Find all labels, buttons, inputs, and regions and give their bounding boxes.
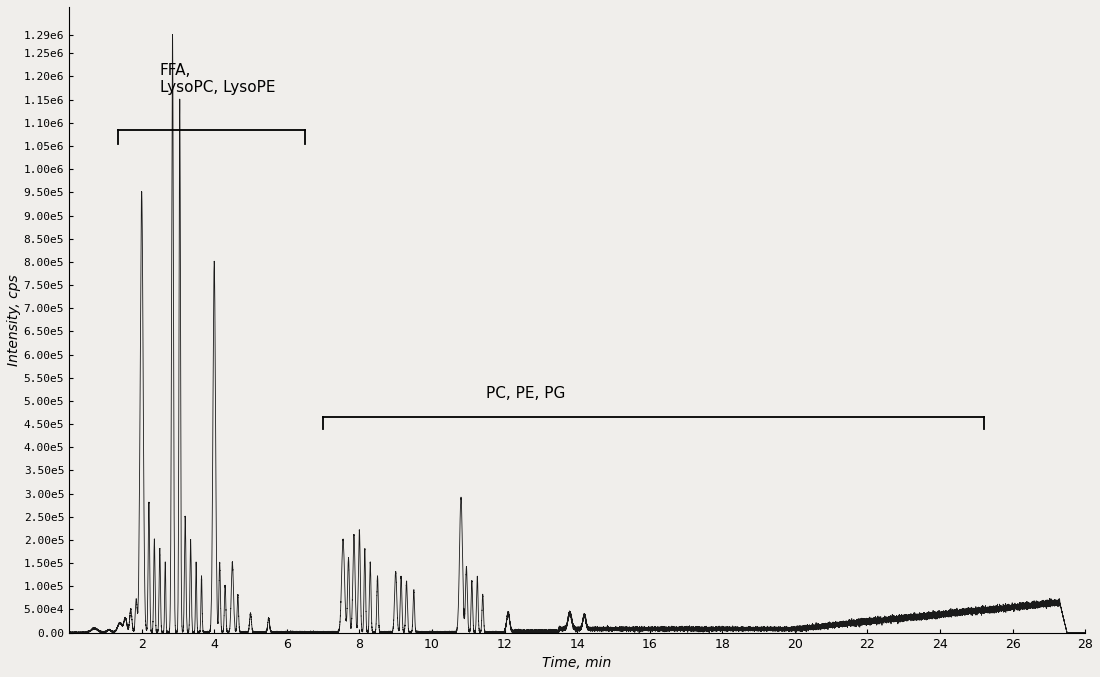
Y-axis label: Intensity, cps: Intensity, cps <box>7 274 21 366</box>
Text: FFA,
LysoPC, LysoPE: FFA, LysoPC, LysoPE <box>160 62 275 95</box>
X-axis label: Time, min: Time, min <box>542 656 612 670</box>
Text: PC, PE, PG: PC, PE, PG <box>486 386 565 401</box>
